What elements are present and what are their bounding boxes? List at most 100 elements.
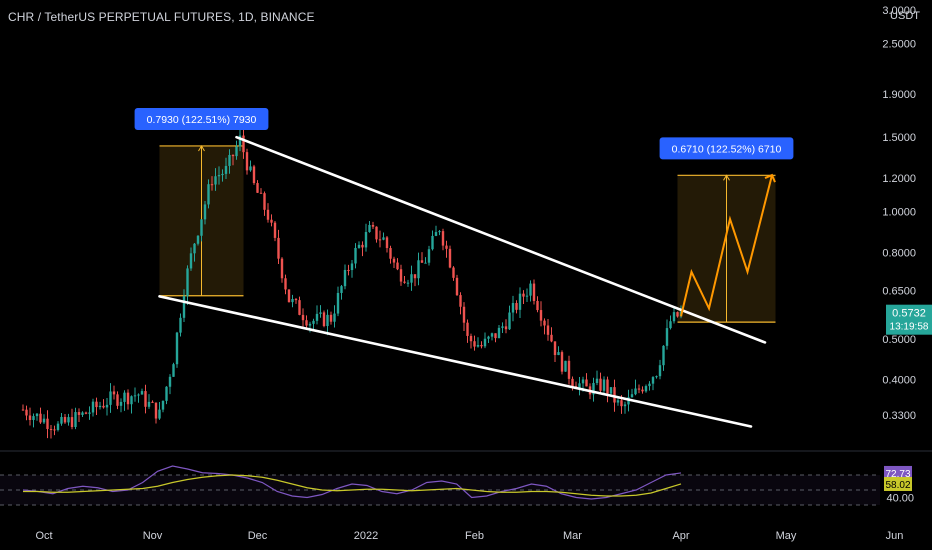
candle-body <box>525 295 529 297</box>
candle-body <box>207 184 210 205</box>
candle-body <box>357 244 361 248</box>
candle-body <box>595 378 599 383</box>
candle-body <box>63 416 67 423</box>
projection-path <box>680 174 773 317</box>
candle-body <box>578 383 581 389</box>
candle-body <box>214 176 217 185</box>
candle-body <box>35 413 39 417</box>
candle-body <box>501 326 504 328</box>
candle-body <box>662 345 665 366</box>
candle-body <box>469 335 473 342</box>
candle-body <box>151 401 154 403</box>
candle-body <box>630 394 634 398</box>
candle-body <box>609 387 613 394</box>
candle-body <box>382 237 385 240</box>
candle-body <box>403 281 406 283</box>
candle-body <box>445 245 448 249</box>
candle-body <box>322 312 326 327</box>
time-tick-label: Oct <box>35 530 52 542</box>
candle-body <box>399 269 403 282</box>
candle-body <box>315 313 319 321</box>
candle-body <box>25 409 28 416</box>
candle-body <box>298 300 301 315</box>
candle-body <box>287 289 291 303</box>
candle-body <box>77 412 81 415</box>
candle-body <box>515 303 518 310</box>
rsi-value-tag: 58.02 <box>885 480 910 491</box>
candle-body <box>53 429 56 431</box>
candle-body <box>95 401 98 408</box>
measure-label-bg <box>659 137 794 160</box>
candle-body <box>217 175 221 177</box>
candle-body <box>46 418 49 429</box>
candle-body <box>189 253 193 269</box>
candle-body <box>263 193 266 210</box>
candle-body <box>392 258 396 263</box>
measure-label: 0.7930 (122.51%) 7930 <box>147 114 257 126</box>
candle-body <box>158 409 161 419</box>
candle-body <box>389 248 392 259</box>
candle-body <box>410 274 413 283</box>
candle-body <box>546 325 550 335</box>
candle-body <box>364 232 368 248</box>
candle-body <box>109 391 112 405</box>
candle-body <box>70 417 74 427</box>
candle-body <box>413 274 417 279</box>
rsi-value-tag-bg <box>884 476 912 491</box>
candle-body <box>259 192 263 194</box>
price-tick-label: 2.5000 <box>882 38 916 50</box>
candle-body <box>224 165 228 174</box>
candle-body <box>557 352 560 356</box>
candle-body <box>361 244 364 248</box>
candle-body <box>336 292 340 314</box>
candle-body <box>165 386 168 401</box>
candle-body <box>613 387 616 403</box>
candle-body <box>494 333 497 339</box>
candle-body <box>277 237 280 259</box>
candle-body <box>102 405 105 408</box>
measure-label: 0.6710 (122.52%) 6710 <box>672 143 782 155</box>
candle-body <box>532 283 536 301</box>
candle-body <box>459 295 462 307</box>
candle-body <box>137 394 140 396</box>
candle-body <box>340 286 343 293</box>
candle-body <box>385 237 389 249</box>
candle-body <box>438 231 441 233</box>
candle-body <box>518 293 522 310</box>
candle-body <box>455 277 459 296</box>
candle-body <box>32 416 35 421</box>
candle-body <box>266 209 270 220</box>
price-tick-label: 1.0000 <box>882 207 916 219</box>
candle-body <box>196 235 200 244</box>
candle-body <box>483 338 487 347</box>
candle-body <box>329 314 333 322</box>
trendline-lower <box>158 295 753 428</box>
candle-body <box>522 293 525 297</box>
candle-body <box>431 235 434 250</box>
candle-body <box>658 365 662 377</box>
time-tick-label: Apr <box>672 530 689 542</box>
candle-body <box>417 260 420 279</box>
candles <box>21 127 683 439</box>
candle-body <box>564 360 567 372</box>
candle-body <box>126 392 130 405</box>
measure-label-bg <box>134 107 269 130</box>
candle-body <box>273 222 277 238</box>
candle-body <box>560 352 564 372</box>
candle-body <box>641 389 644 392</box>
candle-body <box>672 312 676 322</box>
candle-body <box>123 392 126 402</box>
price-axis: 3.0000 2.5000 1.9000 1.5000 1.2000 1.0000 0.80… <box>882 5 916 505</box>
candle-body <box>238 135 242 147</box>
candle-body <box>200 219 203 236</box>
candle-body <box>179 317 182 333</box>
rsi-tick-label: 40.00 <box>886 493 914 505</box>
candle-body <box>284 278 287 290</box>
candle-body <box>378 239 382 241</box>
candle-body <box>669 321 672 329</box>
candle-body <box>655 376 658 378</box>
candle-body <box>154 402 158 419</box>
rsi-pane <box>0 465 880 506</box>
